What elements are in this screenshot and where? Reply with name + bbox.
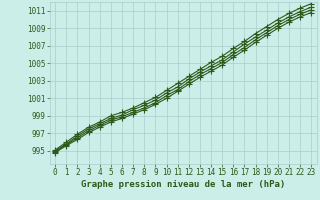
X-axis label: Graphe pression niveau de la mer (hPa): Graphe pression niveau de la mer (hPa) bbox=[81, 180, 285, 189]
